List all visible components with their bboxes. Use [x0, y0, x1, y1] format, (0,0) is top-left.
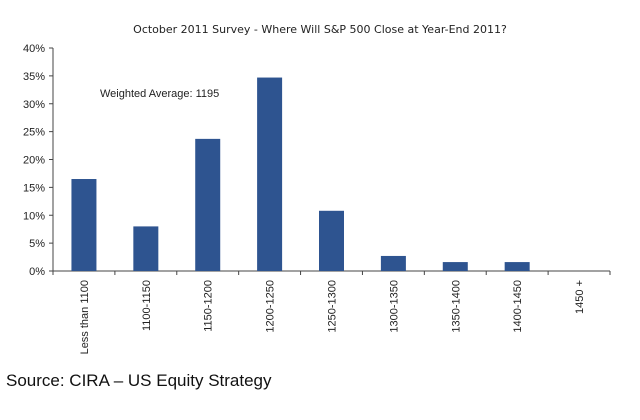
- x-category-label: 1400-1450: [512, 280, 524, 333]
- bars: [71, 77, 530, 271]
- y-tick-label: 25%: [23, 127, 45, 139]
- chart-svg: October 2011 Survey - Where Will S&P 500…: [23, 23, 611, 354]
- x-category-label: Less than 1100: [79, 280, 91, 354]
- y-tick-label: 15%: [23, 182, 45, 194]
- y-tick-label: 10%: [23, 210, 45, 222]
- y-tick-label: 40%: [23, 43, 45, 55]
- bar: [380, 255, 406, 271]
- x-category-label: 1100-1150: [141, 280, 153, 331]
- y-tick-label: 30%: [23, 99, 45, 111]
- y-tick-label: 0%: [29, 266, 45, 278]
- bar: [504, 262, 530, 271]
- bar: [195, 138, 221, 271]
- weighted-average-annotation: Weighted Average: 1195: [100, 88, 219, 100]
- source-note: Source: CIRA – US Equity Strategy: [6, 371, 272, 390]
- category-labels: Less than 1100 1100-1150 1150-1200 1200-125…: [79, 280, 586, 354]
- x-category-label: 1150-1200: [203, 280, 215, 332]
- x-category-label: 1300-1350: [388, 280, 400, 333]
- bar: [71, 179, 97, 271]
- bar: [442, 262, 468, 271]
- bar: [319, 210, 344, 271]
- x-category-label: 1450 +: [574, 280, 586, 314]
- bar: [133, 226, 159, 271]
- y-tick-label: 35%: [23, 71, 45, 83]
- x-category-label: 1350-1400: [450, 280, 462, 333]
- x-category-label: 1200-1250: [265, 280, 277, 333]
- y-tick-label: 5%: [29, 238, 45, 250]
- x-category-label: 1250-1300: [327, 280, 339, 333]
- y-tick-label: 20%: [23, 155, 45, 167]
- chart: October 2011 Survey - Where Will S&P 500…: [23, 23, 611, 354]
- chart-title: October 2011 Survey - Where Will S&P 500…: [133, 23, 507, 36]
- x-axis: [52, 270, 611, 275]
- bar: [257, 77, 283, 271]
- y-axis: 0% 5% 10% 15% 20% 25% 30% 35% 40%: [23, 43, 54, 278]
